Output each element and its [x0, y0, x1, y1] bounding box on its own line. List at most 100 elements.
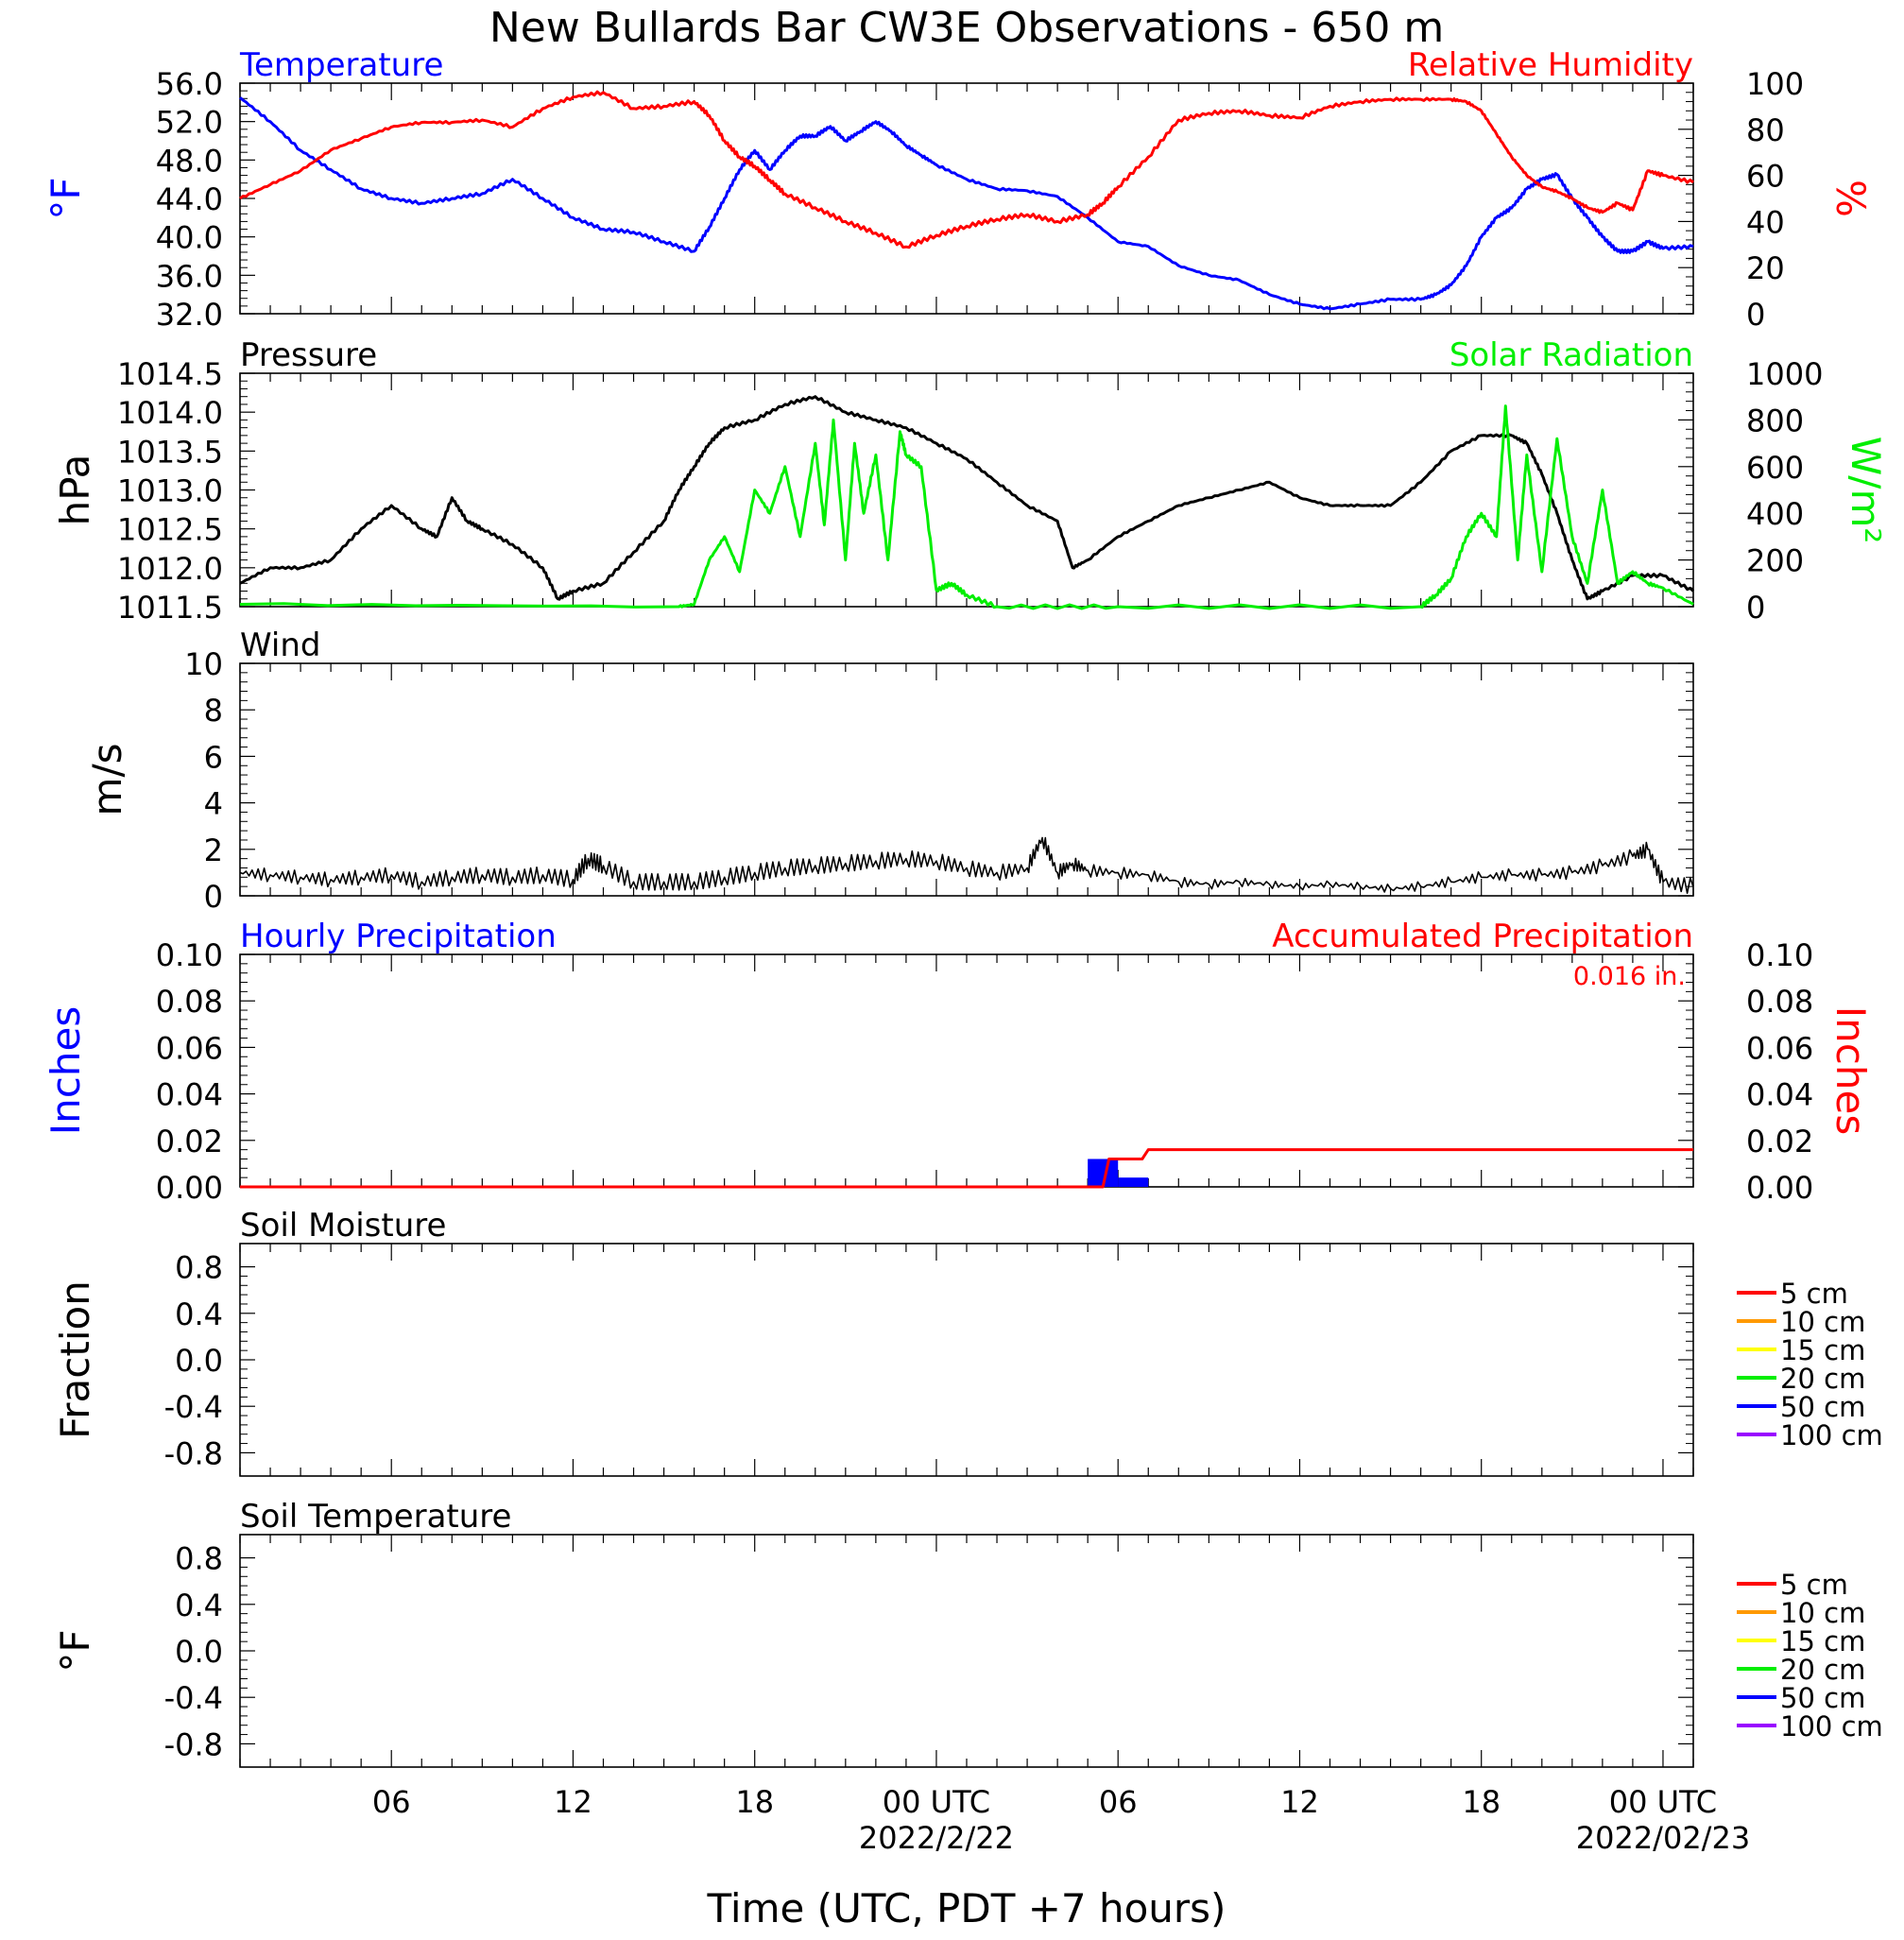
x-tick-label: 00 UTC: [1609, 1784, 1717, 1820]
y-left-tick-label: 1012.0: [117, 551, 223, 587]
y-left-tick-label: 56.0: [156, 66, 223, 102]
y-left-tick-label: 0.0: [175, 1343, 223, 1379]
y-left-tick-label: 1013.5: [117, 434, 223, 470]
legend-label: 20 cm: [1780, 1654, 1865, 1686]
y-left-tick-label: 36.0: [156, 258, 223, 294]
y-left-tick-label: 0.0: [175, 1634, 223, 1670]
y-left-tick-label: 10: [184, 646, 223, 682]
panel-left-title: Hourly Precipitation: [240, 918, 557, 955]
y-right-tick-label: 0: [1746, 590, 1765, 626]
y-left-tick-label: 6: [204, 739, 223, 775]
y-left-axis-label: °F: [52, 1629, 98, 1672]
panel-left-title: Soil Temperature: [240, 1498, 511, 1536]
panels-group: 56.052.048.044.040.036.032.0100806040200…: [43, 46, 1889, 1856]
panel-precip: 0.10 0.08 0.06 0.04 0.02 0.00 0.10 0.08 0.06 0.04…: [43, 918, 1874, 1206]
y-left-tick-label: 0.06: [156, 1030, 223, 1066]
panel-left-title: Soil Moisture: [240, 1207, 446, 1245]
y-left-tick-label: 1013.0: [117, 473, 223, 509]
y-right-tick-label: 0.02: [1746, 1124, 1813, 1159]
y-left-tick-label: 1014.5: [117, 356, 223, 392]
y-left-tick-label: 52.0: [156, 105, 223, 141]
y-left-tick-label: 44.0: [156, 181, 223, 217]
x-tick-date-label: 2022/2/22: [859, 1820, 1014, 1856]
y-left-axis-label: Inches: [43, 1006, 89, 1135]
y-right-tick-label: 40: [1746, 204, 1785, 240]
panel-soil_moisture: 0.8 0.4 0.0 -0.4 -0.8 Soil Moisture Fraction 5 …: [52, 1207, 1883, 1477]
y-left-tick-label: 0.02: [156, 1124, 223, 1159]
x-tick-label: 12: [554, 1784, 592, 1820]
y-left-axis-label: Fraction: [52, 1280, 98, 1439]
y-left-tick-label: 4: [204, 786, 223, 822]
y-right-tick-label: 0.06: [1746, 1030, 1813, 1066]
panel-right-title: Accumulated Precipitation: [1272, 918, 1693, 955]
legend-label: 15 cm: [1780, 1334, 1865, 1366]
y-left-tick-label: 2: [204, 833, 223, 868]
y-left-tick-label: 0.00: [156, 1170, 223, 1206]
series-line-solar-radiation: [239, 404, 1694, 610]
y-left-tick-label: 0.8: [175, 1541, 223, 1577]
y-left-tick-label: 1014.0: [117, 395, 223, 431]
panel-right-title: Relative Humidity: [1408, 46, 1693, 84]
chart-title: New Bullards Bar CW3E Observations - 650…: [489, 4, 1444, 52]
panel-left-title: Wind: [240, 627, 320, 664]
y-left-tick-label: 0.4: [175, 1296, 223, 1332]
y-left-tick-label: 0.10: [156, 937, 223, 973]
y-right-tick-label: 1000: [1746, 356, 1823, 392]
legend-label: 50 cm: [1780, 1682, 1865, 1714]
y-right-tick-label: 0: [1746, 297, 1765, 333]
panel-left-title: Pressure: [240, 336, 377, 374]
x-tick-label: 12: [1280, 1784, 1319, 1820]
y-left-tick-label: -0.4: [164, 1680, 223, 1716]
y-right-axis-label: Inches: [1827, 1006, 1874, 1135]
x-tick-date-label: 2022/02/23: [1576, 1820, 1750, 1856]
y-right-axis-label: W/m²: [1843, 437, 1889, 543]
panel-left-title: Temperature: [239, 46, 443, 84]
y-left-tick-label: -0.4: [164, 1389, 223, 1425]
legend-label: 15 cm: [1780, 1625, 1865, 1657]
precip-bar: [1118, 1177, 1149, 1187]
y-left-tick-label: 0.08: [156, 984, 223, 1020]
y-left-tick-label: 40.0: [156, 220, 223, 256]
y-left-tick-label: 8: [204, 693, 223, 729]
legend-label: 100 cm: [1780, 1710, 1883, 1743]
y-left-tick-label: 32.0: [156, 297, 223, 333]
series-line-wind: [239, 836, 1694, 894]
y-right-tick-label: 0.00: [1746, 1170, 1813, 1206]
panel-temp_rh: 56.052.048.044.040.036.032.0 100 80 60 40 20 0…: [43, 46, 1874, 333]
y-right-tick-label: 800: [1746, 403, 1804, 438]
y-right-tick-label: 200: [1746, 543, 1804, 579]
y-right-tick-label: 20: [1746, 250, 1785, 286]
accumulated-total-label: 0.016 in.: [1573, 962, 1686, 991]
y-right-axis-label: %: [1827, 180, 1874, 217]
y-right-tick-label: 60: [1746, 159, 1785, 195]
x-tick-label: 18: [735, 1784, 774, 1820]
series-line-pressure: [239, 395, 1695, 601]
y-right-tick-label: 100: [1746, 66, 1804, 102]
x-tick-label: 18: [1462, 1784, 1501, 1820]
y-left-tick-label: -0.8: [164, 1726, 223, 1762]
y-left-tick-label: 1012.5: [117, 512, 223, 548]
series-line-temperature: [239, 96, 1694, 311]
panel-pressure_solar: 1014.51014.01013.51013.01012.51012.01011…: [52, 336, 1889, 626]
y-right-tick-label: 0.04: [1746, 1077, 1813, 1113]
y-left-tick-label: 0.8: [175, 1250, 223, 1286]
y-right-tick-label: 0.08: [1746, 984, 1813, 1020]
panel-right-title: Solar Radiation: [1449, 336, 1693, 374]
legend-label: 5 cm: [1780, 1569, 1848, 1601]
y-left-tick-label: 0.04: [156, 1077, 223, 1113]
y-left-axis-label: m/s: [84, 744, 130, 816]
legend-label: 20 cm: [1780, 1363, 1865, 1395]
legend-label: 100 cm: [1780, 1419, 1883, 1451]
y-left-tick-label: 1011.5: [117, 590, 223, 626]
y-right-tick-label: 0.10: [1746, 937, 1813, 973]
y-right-tick-label: 600: [1746, 450, 1804, 486]
y-left-axis-label: hPa: [52, 455, 98, 526]
panel-wind: 10 8 6 4 2 0 Wind m/s: [84, 627, 1694, 915]
y-left-tick-label: 0.4: [175, 1588, 223, 1623]
legend-label: 10 cm: [1780, 1597, 1865, 1629]
x-axis-label: Time (UTC, PDT +7 hours): [707, 1885, 1226, 1931]
y-left-tick-label: -0.8: [164, 1435, 223, 1471]
legend-label: 50 cm: [1780, 1391, 1865, 1423]
